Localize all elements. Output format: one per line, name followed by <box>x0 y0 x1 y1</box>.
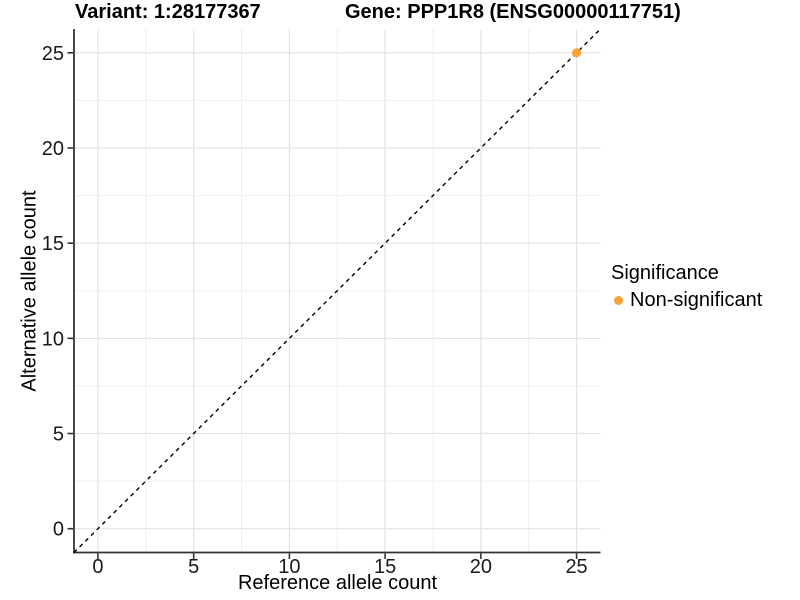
y-axis-title: Alternative allele count <box>18 190 41 392</box>
x-tick-label: 15 <box>374 556 396 578</box>
y-tick-label: 25 <box>42 43 64 65</box>
x-tick-label: 5 <box>188 556 199 578</box>
y-tick-label: 0 <box>53 519 64 541</box>
y-tick-label: 10 <box>42 328 64 350</box>
x-tick-label: 20 <box>470 556 492 578</box>
data-point <box>571 48 582 58</box>
legend-point-icon <box>614 295 623 305</box>
legend-title: Significance <box>611 262 719 284</box>
legend-entry: Non-significant <box>611 289 762 311</box>
x-axis-title: Reference allele count <box>237 572 437 594</box>
identity-dashed-line <box>73 28 601 553</box>
x-tick-label: 10 <box>278 556 300 578</box>
gene-title: Gene: PPP1R8 (ENSG00000117751) <box>345 1 681 23</box>
y-tick-label: 15 <box>42 233 64 255</box>
y-tick-label: 5 <box>53 424 64 446</box>
x-tick-label: 25 <box>565 556 587 578</box>
x-tick-label: 0 <box>92 556 103 578</box>
legend: Significance Non-significant <box>611 262 762 311</box>
variant-title: Variant: 1:28177367 <box>75 1 261 23</box>
y-tick-label: 20 <box>42 138 64 160</box>
legend-entry-label: Non-significant <box>630 288 763 311</box>
